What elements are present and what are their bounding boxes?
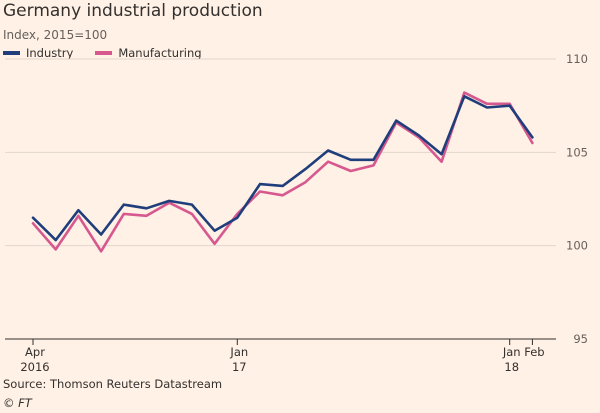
y-tick-label-100: 100 bbox=[566, 239, 588, 253]
x-tick-sublabel-2018-01: 18 bbox=[504, 360, 519, 374]
legend-label-manufacturing: Manufacturing bbox=[118, 46, 202, 60]
x-tick-label-2016-04: Apr bbox=[25, 345, 45, 359]
legend-swatch-manufacturing bbox=[95, 51, 113, 55]
y-tick-label-95: 95 bbox=[573, 332, 588, 346]
chart-title: Germany industrial production bbox=[3, 1, 263, 21]
legend: Industry Manufacturing bbox=[3, 46, 224, 60]
legend-swatch-industry bbox=[3, 51, 20, 55]
y-tick-label-105: 105 bbox=[566, 145, 588, 159]
x-tick-sublabel-2017-01: 17 bbox=[232, 360, 247, 374]
x-tick-label-2018-02: Feb bbox=[524, 345, 544, 359]
ft-credit: © FT bbox=[3, 396, 32, 410]
series-line-industry bbox=[31, 95, 534, 242]
x-tick-sublabel-2016-04: 2016 bbox=[20, 360, 49, 374]
legend-item-manufacturing: Manufacturing bbox=[95, 46, 202, 60]
legend-label-industry: Industry bbox=[26, 46, 74, 60]
series-line-manufacturing bbox=[31, 91, 534, 253]
x-tick-label-2018-01: Jan bbox=[502, 345, 521, 359]
chart-subtitle: Index, 2015=100 bbox=[3, 28, 108, 42]
y-tick-label-110: 110 bbox=[566, 52, 588, 66]
source-note: Source: Thomson Reuters Datastream bbox=[3, 377, 223, 391]
x-tick-label-2017-01: Jan bbox=[229, 345, 248, 359]
legend-item-industry: Industry bbox=[3, 46, 73, 60]
